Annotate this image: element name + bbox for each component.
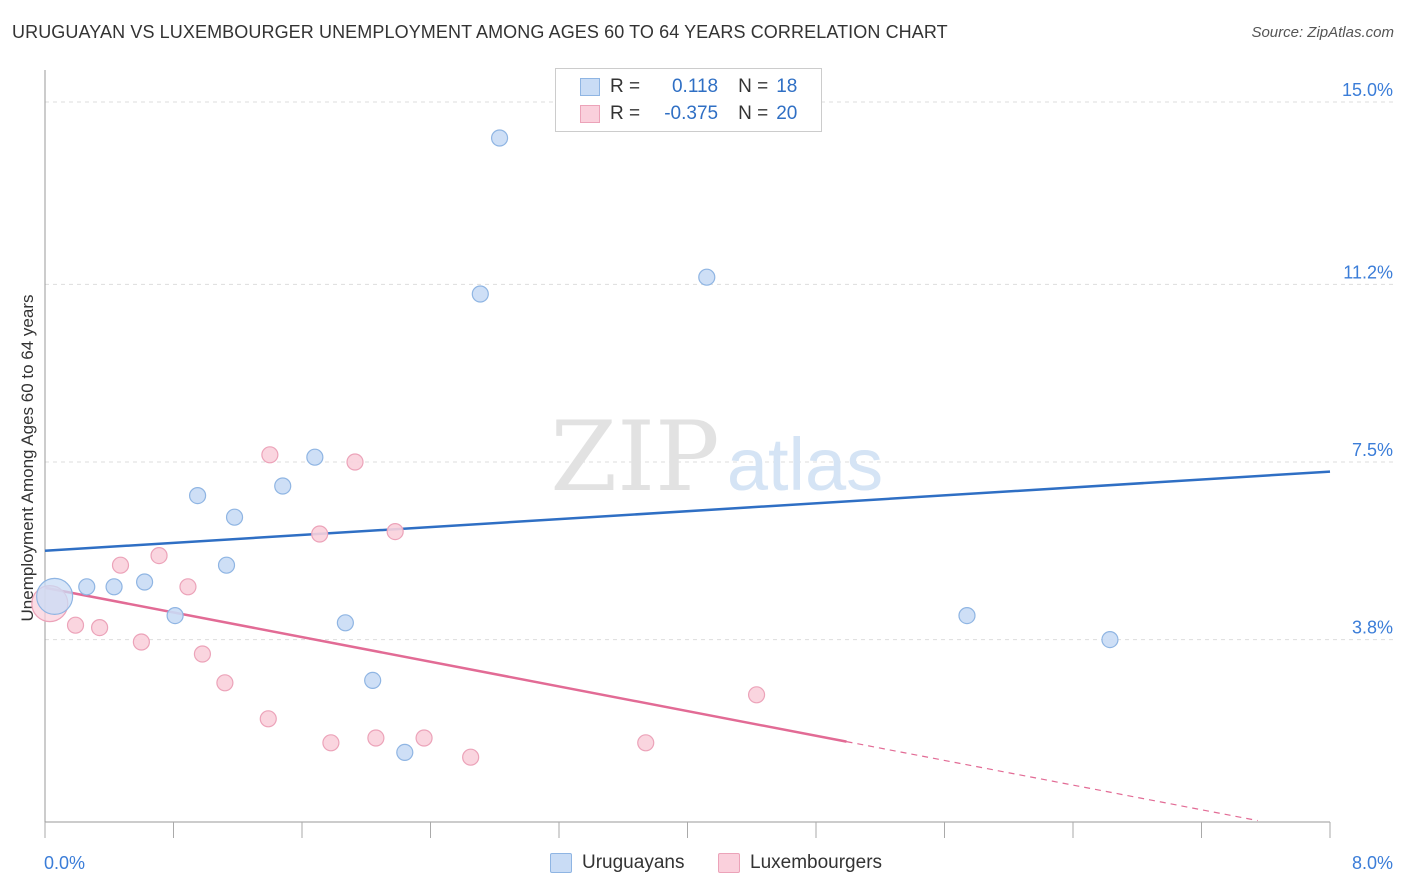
luxembourgers-point [111,556,130,574]
x-tick-label: 8.0% [1352,853,1393,873]
legend-n-value: 20 [776,103,798,124]
luxembourgers-point [637,734,655,752]
luxembourgers-point [386,522,404,541]
axis-layer [44,70,1331,838]
watermark-atlas: atlas [727,423,883,506]
y-tick-label: 3.8% [1352,618,1393,638]
legend-swatch-blue [580,78,600,96]
luxembourgers-point [132,633,150,651]
luxembourgers-point [322,734,340,752]
uruguayans-point [336,614,354,632]
uruguayans-point [364,671,382,690]
uruguayans-point [306,448,324,466]
point-layer [31,129,1119,766]
uruguayans-point [225,508,244,526]
luxembourgers-point [311,525,329,543]
y-tick-label: 15.0% [1342,80,1393,100]
luxembourgers-point [346,453,364,471]
trend-line-luxembourgers [44,586,847,743]
uruguayans-point [471,285,489,303]
legend-r-label: R = [610,76,641,97]
luxembourgers-point [150,546,168,565]
legend-n-label: N = [738,103,769,124]
legend-swatch-pink [580,105,600,123]
legend-item-label: Uruguayans [582,852,685,873]
legend-item-uruguayans: Uruguayans [550,852,684,874]
uruguayans-point [396,743,414,762]
luxembourgers-point [747,686,766,704]
luxembourgers-point [367,729,385,747]
trend-line-uruguayans [44,470,1331,553]
luxembourgers-point [216,674,234,692]
y-tick-label: 7.5% [1352,440,1393,460]
legend-row-luxembourgers: R = -0.375 N = 20 [580,102,797,126]
uruguayans-point [1101,630,1119,649]
source-label: Source: ZipAtlas.com [1251,24,1394,41]
trend-line-extension [846,741,1258,822]
luxembourgers-point [259,710,277,728]
uruguayans-point [958,606,976,625]
uruguayans-point [36,577,74,616]
correlation-legend: R = 0.118 N = 18 R = -0.375 N = 20 [555,68,822,132]
watermark: ZIP atlas [550,401,883,513]
legend-r-label: R = [610,103,641,124]
uruguayans-point [217,556,236,574]
uruguayans-point [166,606,184,625]
watermark-zip: ZIP [550,401,719,513]
legend-item-label: Luxembourgers [750,852,883,873]
legend-swatch-blue [550,853,572,873]
legend-r-value: 0.118 [671,76,719,97]
uruguayans-point [78,578,96,596]
legend-r-value: -0.375 [664,103,719,124]
luxembourgers-point [261,446,279,464]
luxembourgers-point [415,729,433,747]
y-tick-label: 11.2% [1343,262,1393,282]
uruguayans-point [698,268,716,286]
luxembourgers-point [179,578,197,596]
legend-row-uruguayans: R = 0.118 N = 18 [580,75,797,99]
tick-label-layer: 3.8% 7.5% 11.2% 15.0% 0.0% 8.0% [44,80,1393,873]
luxembourgers-point [66,616,85,634]
grid-layer [45,101,1395,641]
x-tick-label: 0.0% [44,853,85,873]
uruguayans-point [135,573,154,591]
chart-title: URUGUAYAN VS LUXEMBOURGER UNEMPLOYMENT A… [12,22,948,42]
luxembourgers-point [462,748,480,766]
legend-n-value: 18 [776,76,798,97]
legend-item-luxembourgers: Luxembourgers [718,852,882,874]
uruguayans-point [490,129,509,147]
uruguayans-point [274,477,292,495]
uruguayans-point [188,487,207,505]
legend-n-label: N = [738,76,769,97]
luxembourgers-point [91,618,109,637]
luxembourgers-point [193,645,212,663]
uruguayans-point [105,578,123,596]
legend-swatch-pink [718,853,740,873]
series-legend: Uruguayans Luxembourgers [0,852,1406,878]
